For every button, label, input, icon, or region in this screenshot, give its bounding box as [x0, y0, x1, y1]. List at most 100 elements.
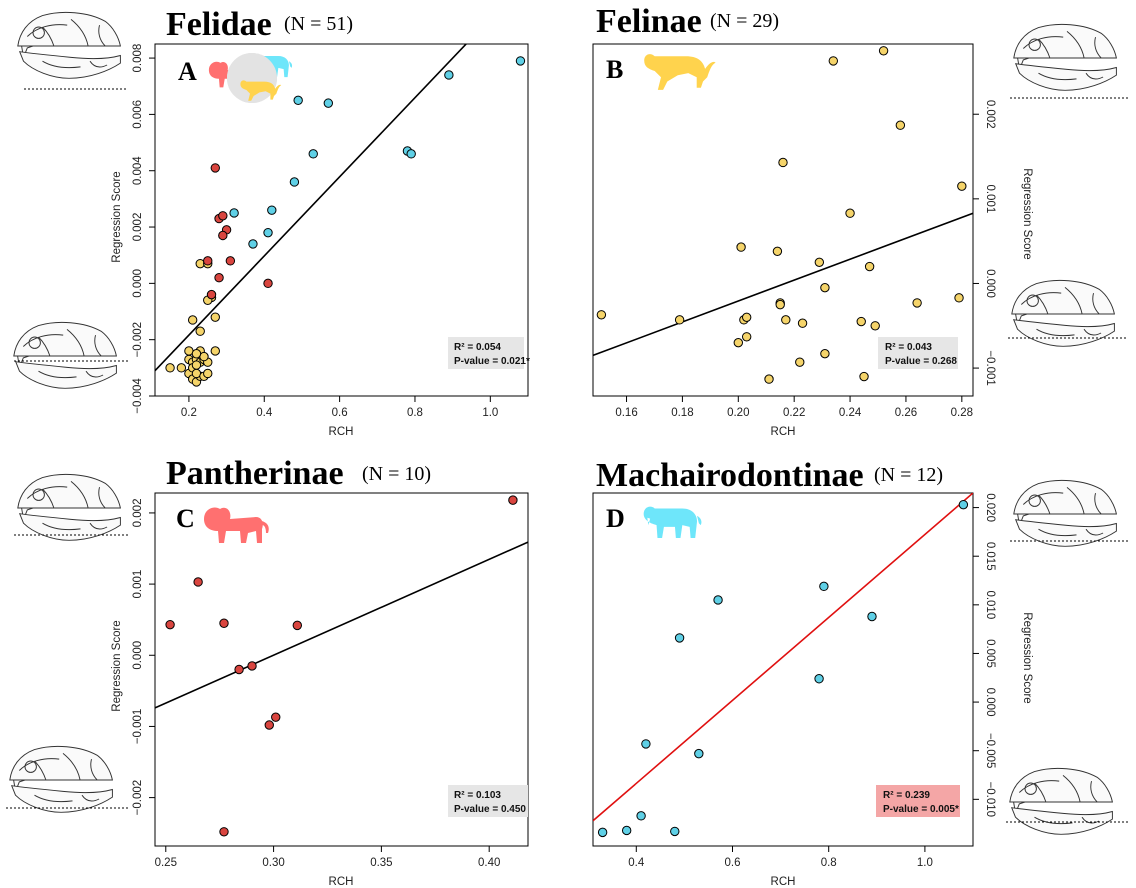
data-point-machairodontinae [293, 95, 303, 106]
panel-letter: A [178, 57, 197, 86]
x-tick-label: 0.16 [615, 407, 637, 419]
data-point-felinae [741, 332, 752, 342]
plot-frame [154, 492, 529, 847]
data-point-felinae [795, 357, 805, 367]
data-point-felinae [772, 246, 783, 257]
panel-sample-size: (N = 29) [710, 10, 779, 32]
data-point-pantherinae [508, 495, 518, 505]
data-point-felinae [191, 349, 202, 359]
panel-letter: B [606, 55, 623, 84]
data-point-pantherinae [264, 720, 274, 730]
y-axis-label: Regression Score [111, 171, 123, 262]
panel-sample-size: (N = 12) [874, 464, 943, 486]
r-squared: R² = 0.043 [885, 342, 932, 353]
stats-box [448, 337, 524, 369]
x-tick-label: 0.24 [839, 407, 862, 419]
y-tick-label: 0.000 [132, 641, 144, 670]
data-point-felinae [820, 348, 830, 359]
lion-silhouette-icon [204, 507, 269, 543]
y-tick-label: 0.002 [132, 213, 144, 242]
stats-box [876, 785, 960, 817]
data-point-felinae [895, 120, 906, 130]
y-tick-label: 0.000 [984, 269, 996, 298]
x-axis-label: RCH [329, 876, 354, 888]
data-point-felinae [203, 368, 213, 379]
x-tick-label: 1.0 [917, 857, 933, 869]
y-tick-label: 0.005 [984, 639, 996, 668]
x-tick-label: 0.22 [783, 407, 805, 419]
data-point-pantherinae [271, 712, 281, 722]
data-point-felinae [797, 318, 808, 328]
data-point-pantherinae [210, 163, 220, 173]
data-point-felinae [191, 360, 202, 370]
data-point-felinae [165, 363, 175, 373]
data-point-felinae [954, 293, 964, 303]
data-point-pantherinae [219, 827, 229, 837]
x-tick-label: 0.35 [370, 857, 392, 869]
data-point-felinae [820, 282, 830, 293]
panel-letter: C [176, 504, 195, 533]
data-point-felinae [187, 315, 198, 325]
data-point-machairodontinae [694, 748, 704, 759]
x-tick-label: 0.6 [724, 857, 740, 869]
data-point-machairodontinae [814, 674, 824, 684]
data-point-machairodontinae [406, 149, 416, 159]
stats-box [878, 337, 958, 369]
y-tick-label: 0.000 [132, 269, 144, 298]
x-tick-label: 0.26 [895, 407, 917, 419]
data-point-machairodontinae [308, 149, 318, 159]
data-point-felinae [176, 363, 187, 373]
data-point-machairodontinae [248, 239, 258, 249]
y-tick-label: 0.008 [132, 44, 144, 73]
data-point-felinae [778, 157, 788, 168]
data-point-pantherinae [234, 664, 244, 675]
data-point-machairodontinae [263, 227, 273, 238]
data-point-felinae [814, 257, 825, 268]
data-point-machairodontinae [515, 56, 526, 66]
r-squared: R² = 0.103 [454, 790, 501, 801]
data-point-machairodontinae [641, 739, 651, 749]
r-squared: R² = 0.054 [454, 342, 501, 353]
x-tick-label: 0.6 [332, 407, 348, 419]
data-point-pantherinae [214, 273, 224, 283]
data-point-felinae [596, 310, 607, 320]
data-point-machairodontinae [713, 595, 723, 605]
y-tick-label: −0.001 [984, 350, 996, 386]
y-tick-label: −0.002 [132, 780, 144, 816]
x-tick-label: 0.4 [256, 407, 273, 419]
y-tick-label: 0.002 [132, 499, 144, 528]
x-axis-label: RCH [329, 426, 354, 438]
data-point-felinae [736, 242, 746, 252]
y-tick-label: −0.001 [132, 709, 144, 745]
data-point-felinae [764, 374, 774, 384]
x-tick-label: 0.20 [727, 407, 749, 419]
panel-title: Felinae [596, 3, 702, 40]
r-squared: R² = 0.239 [883, 790, 930, 801]
data-point-felinae [912, 298, 922, 308]
panel-letter: D [606, 504, 625, 533]
data-point-machairodontinae [636, 811, 646, 821]
y-tick-label: 0.006 [132, 100, 144, 129]
data-point-felinae [859, 371, 869, 382]
data-point-pantherinae [225, 256, 236, 266]
data-point-machairodontinae [621, 825, 632, 836]
panel-sample-size: (N = 51) [284, 13, 353, 35]
plot-frame [592, 43, 974, 397]
x-tick-label: 0.4 [628, 857, 645, 869]
skull-illustrations [6, 11, 1128, 835]
data-point-felinae [674, 315, 685, 325]
data-point-machairodontinae [229, 208, 239, 218]
x-axis-label: RCH [771, 426, 796, 438]
data-point-machairodontinae [323, 98, 334, 108]
x-tick-label: 0.28 [951, 407, 973, 419]
p-value: P-value = 0.450 [454, 804, 526, 815]
data-point-felinae [828, 56, 838, 66]
y-tick-label: 0.015 [984, 542, 996, 571]
plot-frame [592, 492, 974, 847]
regression-line [593, 493, 973, 822]
y-axis-label: Regression Score [1021, 168, 1033, 259]
data-point-pantherinae [292, 620, 303, 631]
x-tick-label: 0.40 [478, 857, 500, 869]
data-point-machairodontinae [674, 633, 685, 643]
